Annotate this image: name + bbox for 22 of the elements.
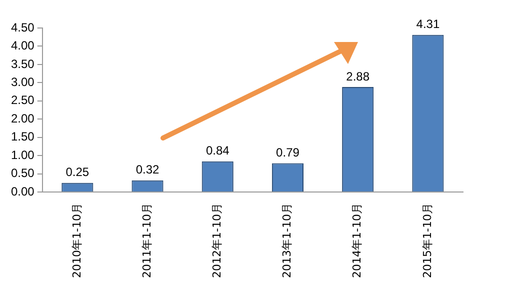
data-label: 0.84 [206,144,230,158]
data-label: 0.25 [66,165,90,180]
data-label: 4.31 [416,17,440,32]
text: 3.50 [10,56,34,71]
x-tick-label: 2013年1-10月 [280,203,294,278]
text: 0.50 [10,166,34,180]
x-tick-label: 2012年1-10月 [210,203,224,278]
text: 0.00 [10,184,34,198]
data-label: 0.32 [136,162,160,177]
text: 4.00 [10,38,34,53]
data-label: 2.88 [346,69,370,84]
text: 1.50 [10,130,34,144]
x-tick-label: 2010年1-10月 [70,203,84,278]
x-tick-label: 2011年1-10月 [140,203,154,278]
text: 2.00 [10,111,34,126]
data-label: 0.79 [276,146,300,160]
text: 2.50 [10,93,34,108]
x-tick-label: 2014年1-10月 [350,203,364,278]
x-tick-label: 2015年1-10月 [420,203,434,278]
text: 3.00 [10,74,34,89]
text: 1.00 [10,148,34,162]
text: 4.50 [10,20,34,34]
